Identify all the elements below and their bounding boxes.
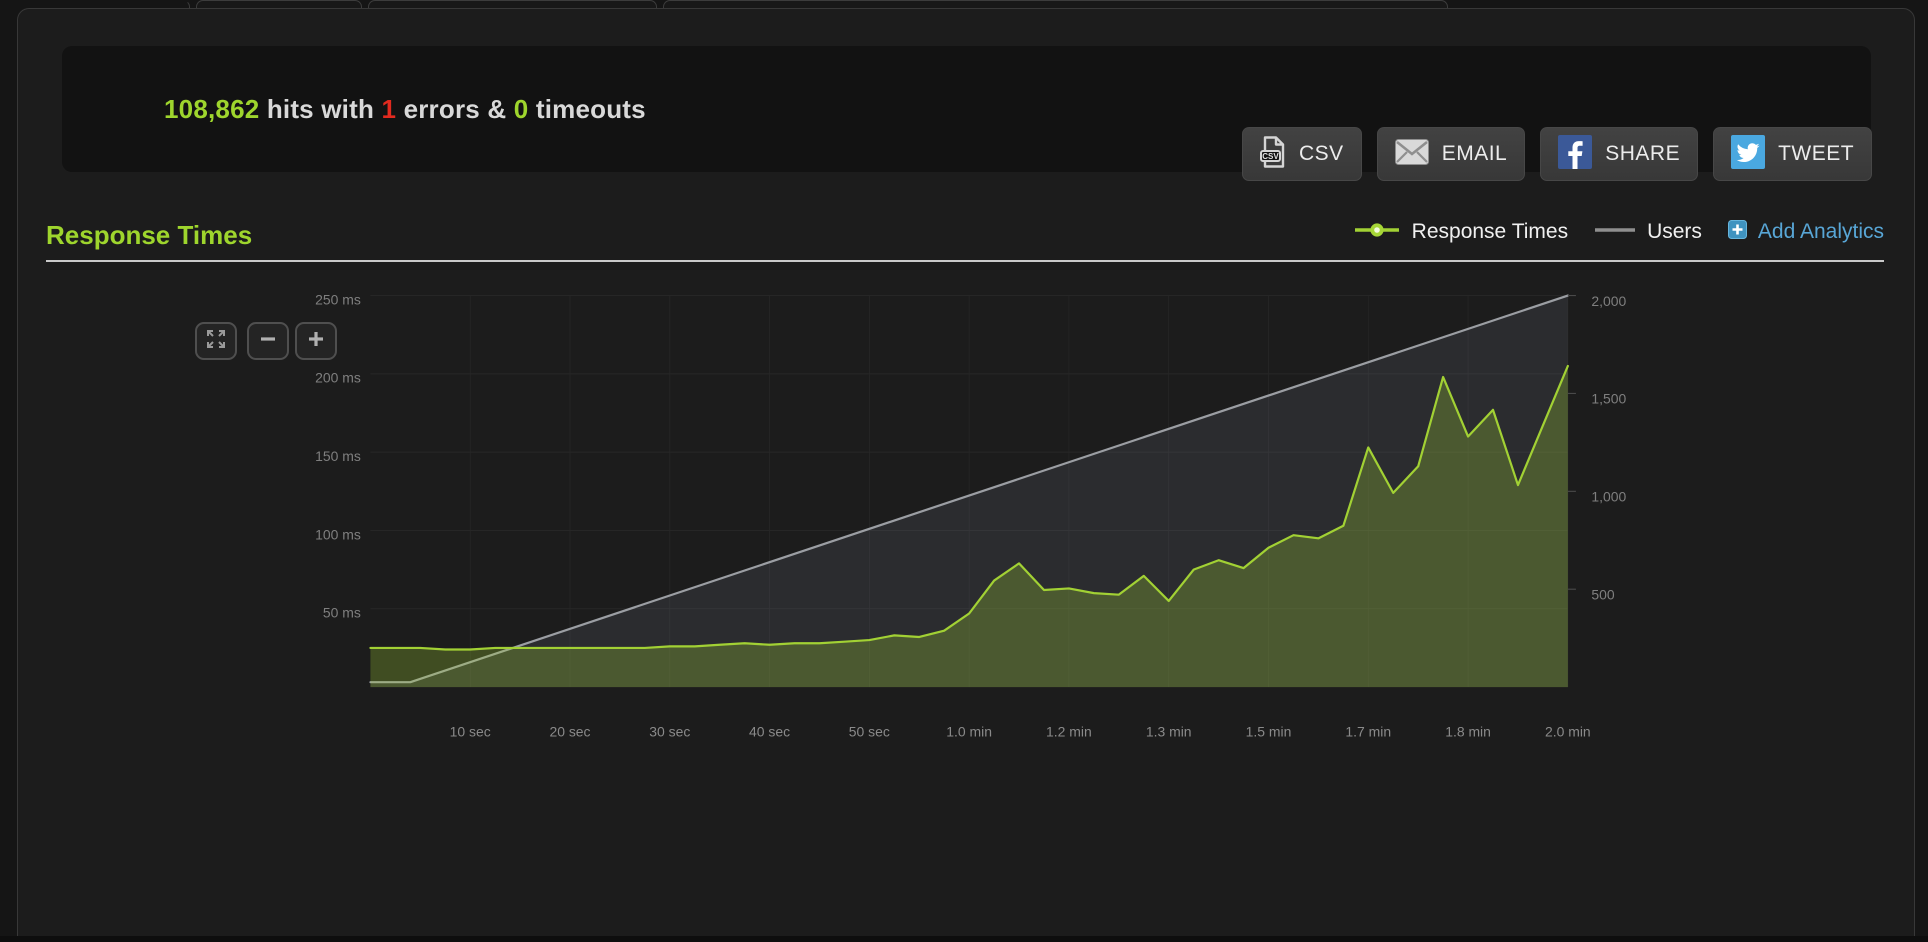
minus-icon <box>257 328 279 355</box>
series-area-users <box>370 295 1568 688</box>
x-axis-label: 10 sec <box>450 723 491 739</box>
share-buttons-row: CSV CSV EMAIL <box>1242 127 1873 181</box>
tab-2[interactable] <box>196 0 362 10</box>
tab-active[interactable] <box>0 0 190 10</box>
x-axis-label: 50 sec <box>849 723 890 739</box>
expand-icon <box>205 328 227 355</box>
right-axis-label: 500 <box>1591 586 1615 602</box>
series-area-response-times <box>370 365 1568 688</box>
facebook-icon <box>1558 134 1593 174</box>
tweet-button[interactable]: TWEET <box>1713 127 1873 181</box>
timeouts-count: 0 <box>513 93 529 124</box>
x-axis-label: 1.0 min <box>946 723 992 739</box>
csv-button[interactable]: CSV CSV <box>1242 127 1362 181</box>
hits-label: hits with <box>259 93 382 124</box>
envelope-icon <box>1394 138 1429 170</box>
chart-reset-zoom-button[interactable] <box>195 322 237 360</box>
svg-text:CSV: CSV <box>1262 152 1279 161</box>
errors-label: errors & <box>396 93 514 124</box>
x-axis-label: 20 sec <box>549 723 590 739</box>
right-axis-label: 1,000 <box>1591 489 1626 505</box>
chart-zoom-in-button[interactable] <box>295 322 337 360</box>
x-axis-label: 1.5 min <box>1246 723 1292 739</box>
left-axis-label: 150 ms <box>315 448 361 464</box>
left-axis-label: 100 ms <box>315 526 361 542</box>
tab-3[interactable] <box>368 0 657 10</box>
legend-item-users[interactable]: Users <box>1594 220 1702 244</box>
tweet-button-label: TWEET <box>1778 142 1855 165</box>
plus-square-icon <box>1727 220 1747 244</box>
legend-label-users: Users <box>1647 220 1702 243</box>
email-button[interactable]: EMAIL <box>1376 127 1526 181</box>
response-times-chart: 250 ms 200 ms 150 ms 100 ms 50 ms 2,000 1,500 1… <box>315 291 1626 739</box>
series-line-response-times <box>369 364 1569 651</box>
stats-summary-bar: 108,862 hits with 1 errors & 0 timeouts … <box>62 46 1873 181</box>
section-divider <box>46 260 1884 262</box>
x-axis-label: 40 sec <box>749 723 790 739</box>
left-axis-label: 50 ms <box>323 605 361 621</box>
email-button-label: EMAIL <box>1441 142 1508 165</box>
legend-item-response-times[interactable]: Response Times <box>1353 220 1568 244</box>
tab-4[interactable] <box>663 0 1448 10</box>
left-axis-label: 200 ms <box>315 370 361 386</box>
facebook-share-label: SHARE <box>1605 142 1681 165</box>
x-axis-label: 1.3 min <box>1146 723 1192 739</box>
chart-legend: Response Times Users Add Analytics <box>1000 217 1884 247</box>
timeouts-label: timeouts <box>528 93 646 124</box>
twitter-icon <box>1731 134 1766 174</box>
x-axis-label: 2.0 min <box>1545 723 1591 739</box>
x-axis-label: 1.8 min <box>1445 723 1491 739</box>
x-axis-label: 30 sec <box>649 723 690 739</box>
right-axis-label: 1,500 <box>1591 391 1626 407</box>
series-line-users <box>369 294 1569 684</box>
plus-icon <box>305 328 327 355</box>
errors-count: 1 <box>381 93 397 124</box>
x-axis-label: 1.7 min <box>1345 723 1391 739</box>
legend-label-response-times: Response Times <box>1411 220 1569 243</box>
csv-file-icon: CSV <box>1260 135 1286 173</box>
stats-summary-text: 108,862 hits with 1 errors & 0 timeouts <box>164 46 646 172</box>
right-axis-label: 2,000 <box>1591 293 1626 309</box>
left-axis-label: 250 ms <box>315 291 361 307</box>
footer-strip <box>0 936 1928 942</box>
green-line-dot-marker-icon <box>1353 222 1401 243</box>
csv-button-label: CSV <box>1299 142 1344 165</box>
gray-line-marker-icon <box>1594 222 1636 243</box>
add-analytics-label: Add Analytics <box>1757 220 1884 243</box>
section-title: Response Times <box>46 220 253 250</box>
facebook-share-button[interactable]: SHARE <box>1540 127 1699 181</box>
chart-zoom-out-button[interactable] <box>247 322 289 360</box>
hits-count: 108,862 <box>164 93 260 124</box>
add-analytics-link[interactable]: Add Analytics <box>1727 220 1884 244</box>
x-axis-label: 1.2 min <box>1046 723 1092 739</box>
